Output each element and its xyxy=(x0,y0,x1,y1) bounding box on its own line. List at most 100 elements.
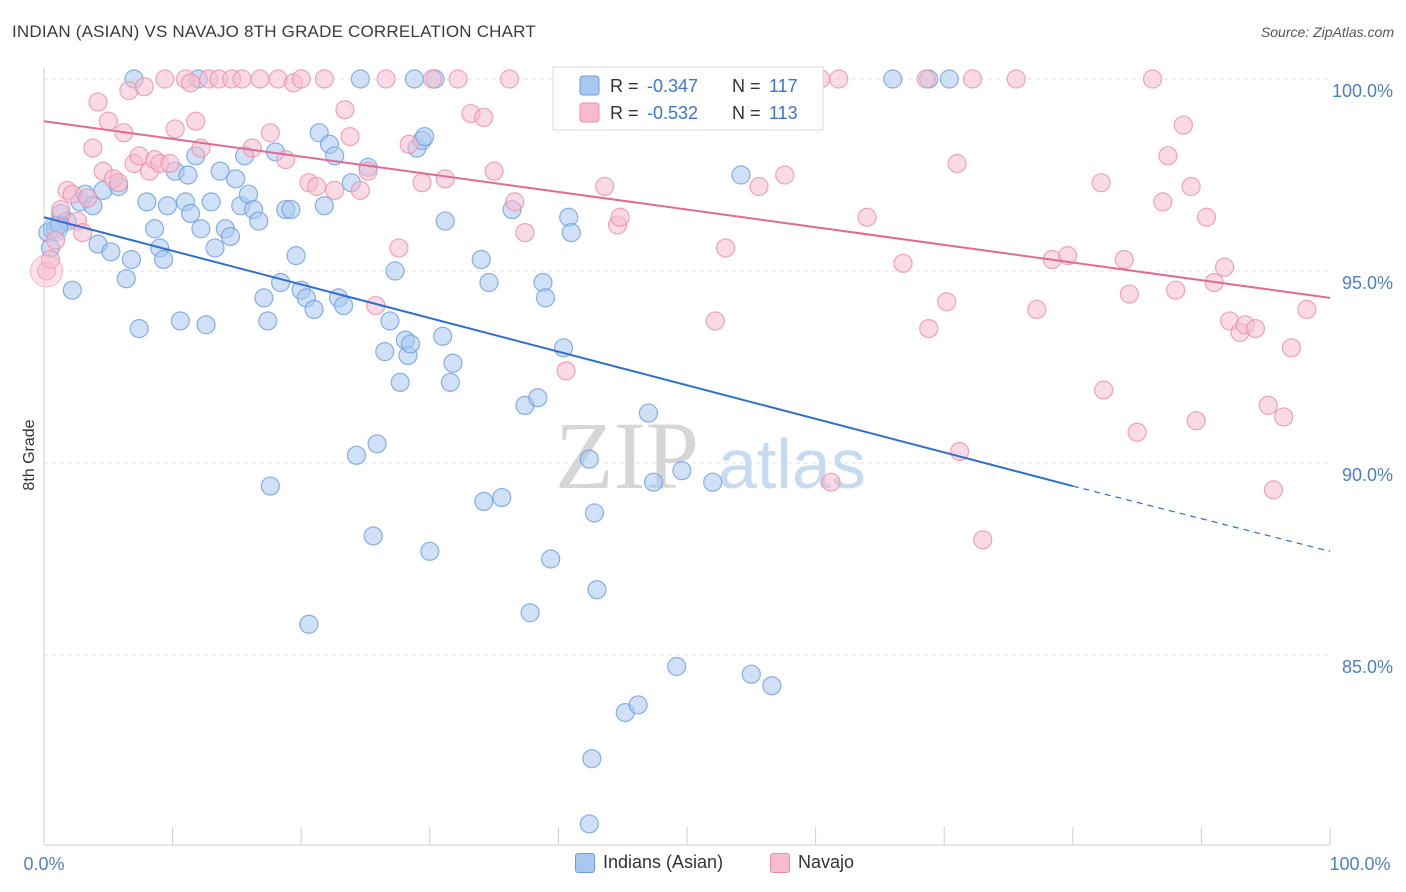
scatter-point xyxy=(181,73,201,93)
scatter-point xyxy=(258,311,278,331)
scatter-point xyxy=(916,69,936,89)
tick-labels: 85.0% 90.0% 95.0% 100.0% 0.0% 100.0% xyxy=(23,81,1393,874)
scatter-point xyxy=(181,203,201,223)
scatter-point xyxy=(1173,115,1193,135)
scatter-point xyxy=(1297,299,1317,319)
legend-swatch-indians-asian xyxy=(575,852,595,873)
scatter-point xyxy=(335,100,355,120)
scatter-point xyxy=(116,269,136,289)
scatter-point xyxy=(556,361,576,381)
scatter-point xyxy=(291,69,311,89)
scatter-point xyxy=(108,173,129,193)
scatter-point xyxy=(762,676,782,696)
scatter-point xyxy=(584,503,605,523)
scatter-point xyxy=(638,403,659,423)
scatter-point xyxy=(129,319,149,339)
scatter-point xyxy=(201,192,221,212)
scatter-point xyxy=(672,461,692,481)
scatter-point xyxy=(350,69,370,89)
scatter-point xyxy=(178,165,198,185)
scatter-point xyxy=(422,69,442,89)
legend-swatch-navajo xyxy=(770,852,790,873)
scatter-point xyxy=(579,814,599,834)
scatter-point xyxy=(610,207,630,227)
scatter-point xyxy=(160,153,180,174)
legend-item-navajo[interactable]: Navajo xyxy=(770,852,854,873)
gridlines xyxy=(44,78,1330,656)
scatter-point xyxy=(857,207,877,227)
trend-line-navajo xyxy=(43,120,1331,299)
scatter-point xyxy=(505,192,525,212)
scatter-point xyxy=(1166,280,1186,300)
legend-item-indians-asian[interactable]: Indians (Asian) xyxy=(575,852,723,873)
scatter-point xyxy=(157,196,178,216)
legend-r-label-2: R = xyxy=(610,103,639,123)
scatter-point xyxy=(474,107,494,128)
scatter-point xyxy=(1058,246,1078,266)
scatter-point xyxy=(939,69,959,89)
source-credit: Source: ZipAtlas.com xyxy=(1260,24,1394,40)
scatter-point xyxy=(1094,380,1114,400)
scatter-point xyxy=(165,119,185,139)
scatter-point xyxy=(304,299,324,319)
scatter-point xyxy=(1142,69,1163,89)
scatter-point xyxy=(399,134,419,154)
scatter-point xyxy=(579,449,599,469)
scatter-point xyxy=(45,230,66,250)
scatter-point xyxy=(515,223,535,243)
legend-r-value-2: -0.532 xyxy=(647,103,698,123)
y-tick-label: 90.0% xyxy=(1342,465,1393,485)
scatter-point xyxy=(30,254,64,288)
zipatlas-watermark: ZIP atlas xyxy=(555,402,866,509)
scatter-point xyxy=(375,342,395,362)
scatter-point xyxy=(919,319,939,339)
scatter-point xyxy=(1127,422,1147,442)
scatter-point xyxy=(973,530,993,550)
legend-n-label-1: N = xyxy=(732,76,761,96)
scatter-point xyxy=(346,445,367,465)
scatter-point xyxy=(587,580,607,600)
scatter-point xyxy=(595,176,615,197)
scatter-point xyxy=(1114,249,1134,270)
scatter-point xyxy=(1214,257,1235,277)
scatter-point xyxy=(98,111,118,131)
scatter-point xyxy=(404,69,424,89)
scatter-point xyxy=(62,280,82,300)
scatter-point xyxy=(1274,407,1294,427)
y-tick-label: 95.0% xyxy=(1342,273,1393,293)
legend-swatch-blue xyxy=(579,75,600,96)
legend-swatch-pink xyxy=(579,102,600,123)
scatter-point xyxy=(260,476,280,496)
scatter-point xyxy=(1119,284,1139,304)
legend-n-label-2: N = xyxy=(732,103,761,123)
scatter-point xyxy=(155,69,175,89)
scatter-point xyxy=(78,188,98,208)
scatter-point xyxy=(134,77,154,97)
scatter-point xyxy=(703,472,723,492)
scatter-point xyxy=(380,311,400,331)
scatter-point xyxy=(829,69,849,89)
scatter-point xyxy=(749,176,769,197)
scatter-point xyxy=(325,180,345,200)
scatter-point xyxy=(1091,173,1111,193)
scatter-point xyxy=(1027,299,1047,319)
scatter-point xyxy=(314,196,334,216)
scatter-point xyxy=(389,238,409,258)
scatter-point xyxy=(137,192,157,212)
chart-title: INDIAN (ASIAN) VS NAVAJO 8TH GRADE CORRE… xyxy=(12,22,536,41)
scatter-point xyxy=(249,211,269,231)
scatter-point xyxy=(210,161,230,181)
scatter-point xyxy=(883,69,903,89)
scatter-point xyxy=(628,695,648,715)
scatter-point xyxy=(433,326,453,346)
scatter-point xyxy=(350,180,370,200)
scatter-point xyxy=(471,249,491,270)
x-tick-label: 100.0% xyxy=(1329,854,1390,874)
scatter-point xyxy=(191,219,211,239)
legend-r-value-1: -0.347 xyxy=(647,76,698,96)
scatter-point xyxy=(1186,411,1206,431)
scatter-point xyxy=(492,487,512,508)
scatter-point xyxy=(541,549,561,569)
legend-label-indians-asian: Indians (Asian) xyxy=(603,852,724,872)
